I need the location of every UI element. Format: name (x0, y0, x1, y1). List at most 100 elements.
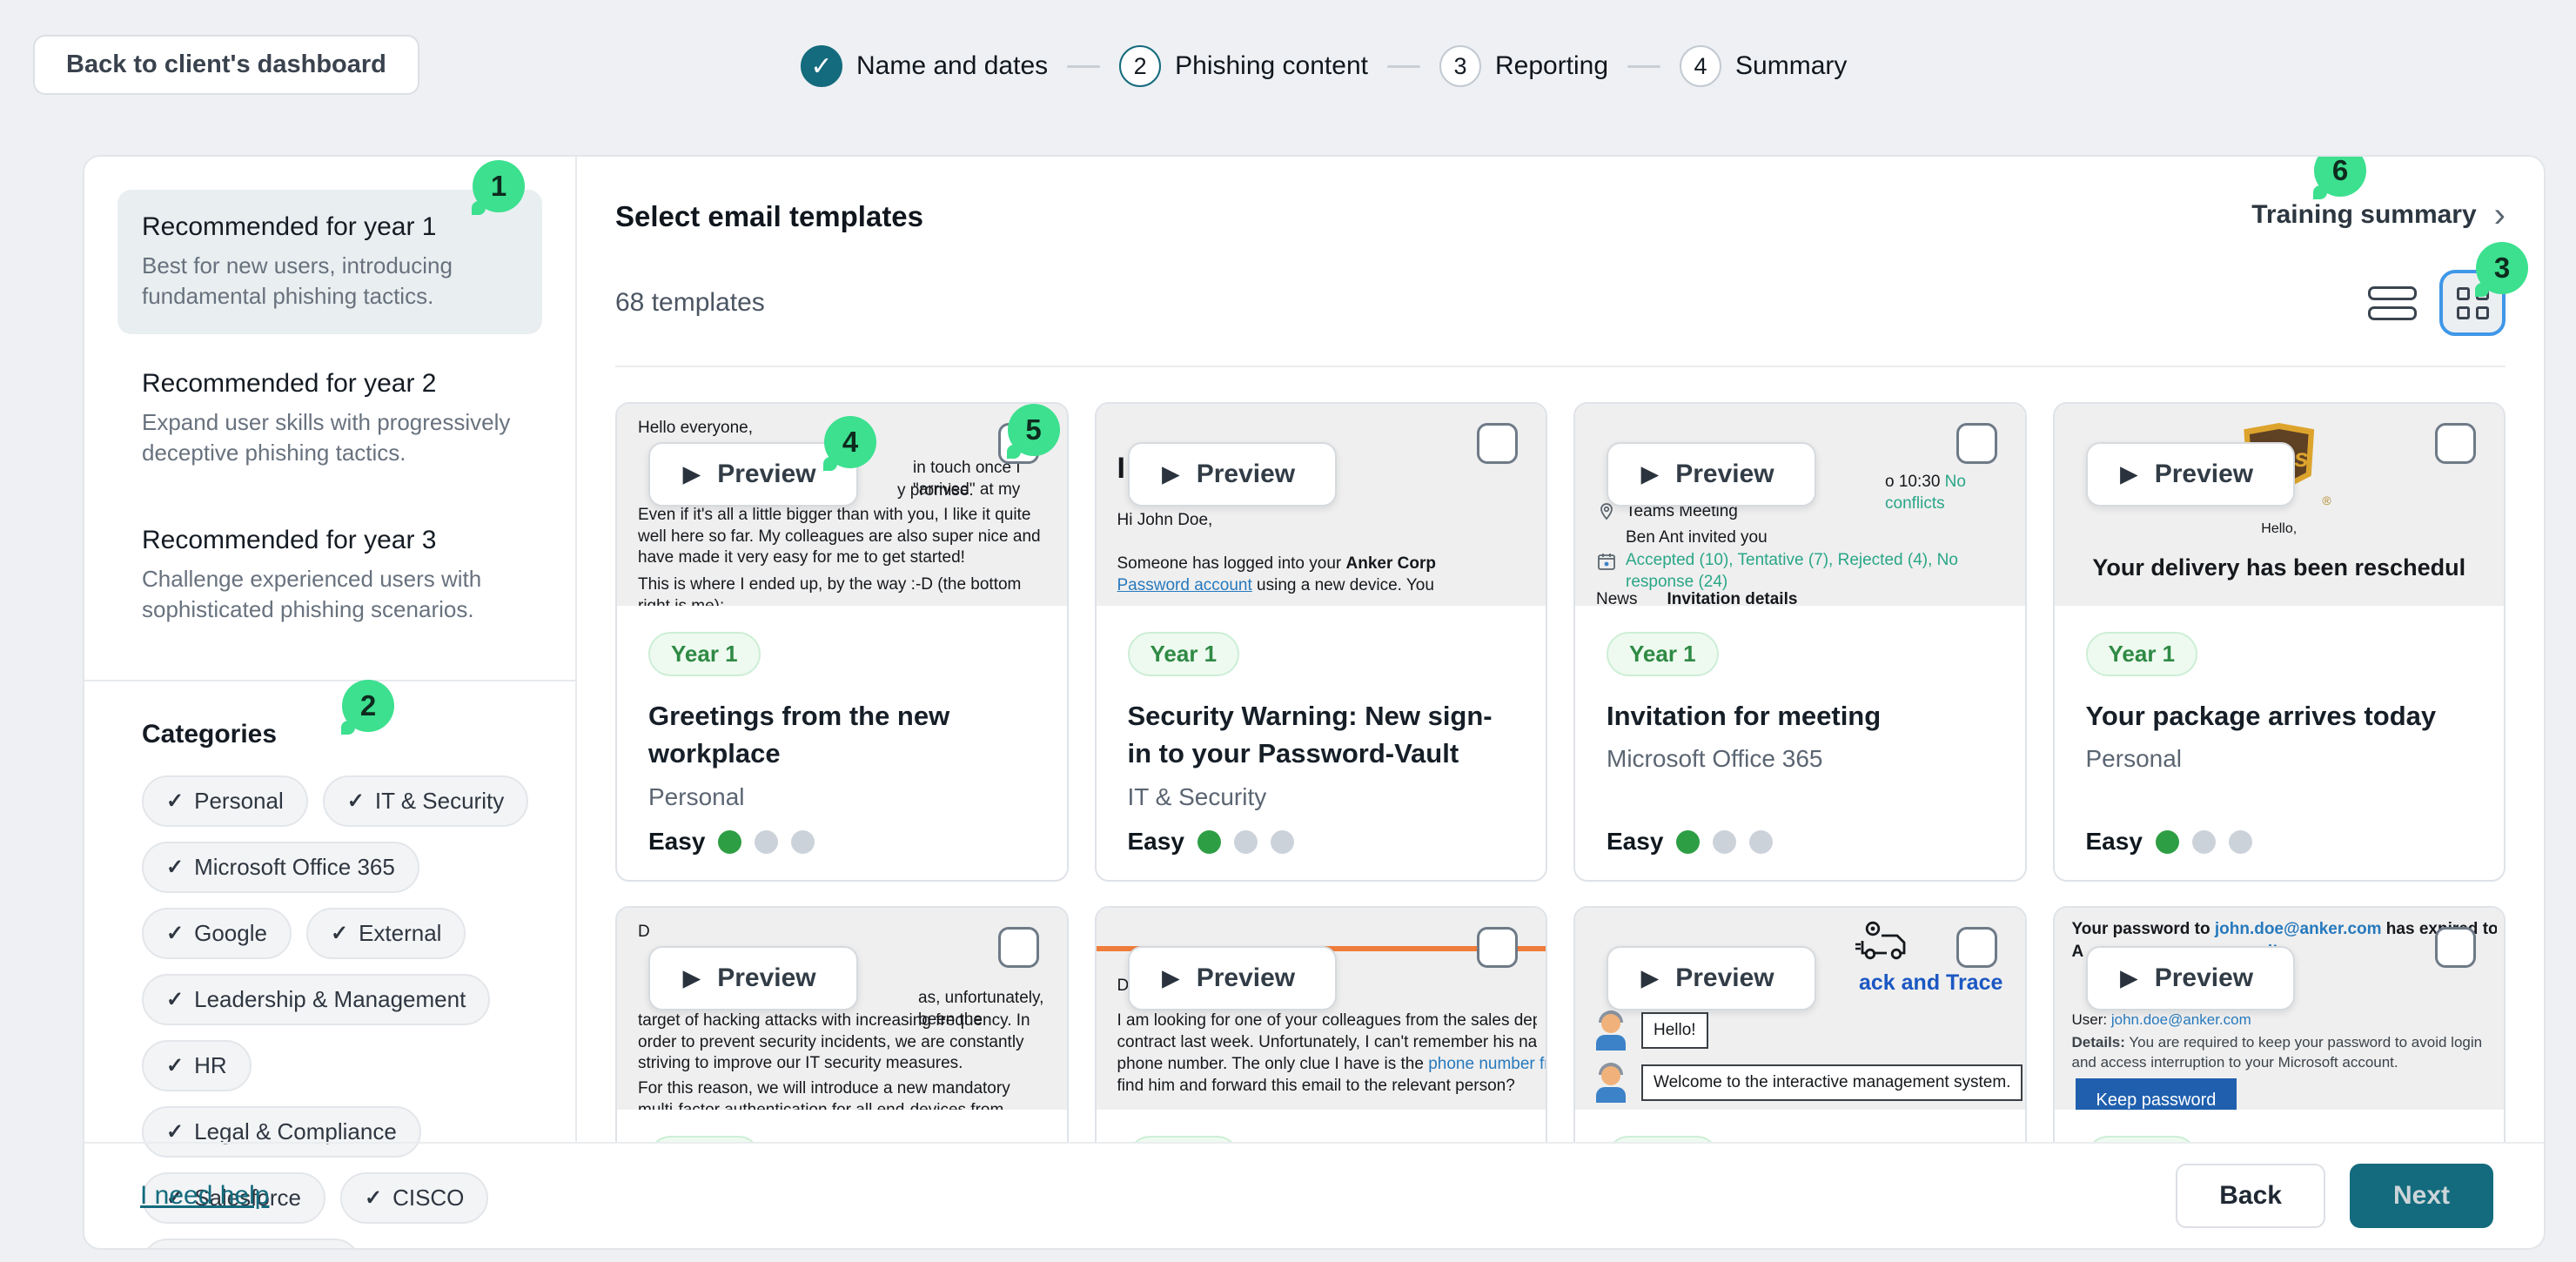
check-icon: ✓ (166, 1119, 184, 1144)
template-checkbox[interactable] (1477, 927, 1518, 968)
back-to-dashboard-button[interactable]: Back to client's dashboard (33, 35, 419, 95)
recommendation-description: Expand user skills with progressively de… (142, 409, 511, 467)
category-chip-google[interactable]: ✓ Google (142, 907, 292, 959)
preview-button-label: Preview (2154, 460, 2254, 488)
template-checkbox[interactable] (1955, 927, 1997, 968)
view-toggles: 3 (2368, 242, 2528, 336)
list-view-toggle[interactable] (2368, 279, 2417, 327)
chip-label: IT & Security (374, 787, 505, 814)
preview-text: Hi John Doe, (1117, 511, 1213, 529)
sidebar-item-recommended-year-3[interactable]: Recommended for year 3 Challenge experie… (117, 503, 542, 648)
preview-link: Password account (1117, 575, 1252, 594)
step-label: Phishing content (1175, 51, 1368, 80)
panel-body: 1 Recommended for year 1 Best for new us… (84, 157, 2544, 1248)
training-summary-link[interactable]: 6 Training summary › (2251, 157, 2506, 232)
year-badge: Year 1 (2085, 1136, 2198, 1142)
template-checkbox[interactable] (1477, 423, 1518, 464)
preview-button[interactable]: ▶ Preview (2085, 442, 2296, 507)
template-checkbox[interactable] (997, 927, 1039, 968)
step-summary[interactable]: 4 Summary (1680, 45, 1847, 87)
step-phishing-content[interactable]: 2 Phishing content (1119, 45, 1368, 87)
step-name-and-dates[interactable]: ✓ Name and dates (801, 45, 1048, 87)
preview-text: find him and forward this email to the r… (1117, 1077, 1515, 1095)
back-button[interactable]: Back (2176, 1164, 2325, 1228)
email-preview-thumbnail: o 10:30 No conflicts Teams Meeting Ben A… (1575, 404, 2025, 606)
recommendation-title: Recommended for year 3 (142, 526, 437, 555)
category-chip-cisco[interactable]: ✓ CISCO (339, 1171, 489, 1224)
template-card-sales-colleague-request[interactable]: D I am looking for one of your colleague… (1094, 906, 1547, 1142)
chip-label: Personal (194, 787, 284, 814)
preview-button[interactable]: ▶ Preview (648, 442, 858, 507)
support-agent-avatar (1593, 1010, 1629, 1051)
category-chip-hr[interactable]: ✓ HR (142, 1039, 252, 1091)
template-card-password-expired[interactable]: Your password to john.doe@anker.com has … (2052, 906, 2506, 1142)
next-button[interactable]: Next (2349, 1164, 2493, 1228)
preview-text: You are required to keep your password t… (2071, 1034, 2483, 1071)
preview-button-label: Preview (717, 460, 816, 488)
template-count: 68 templates (615, 288, 765, 317)
template-cards-viewport[interactable]: Hello everyone, in touch once I "arrived… (577, 367, 2544, 1142)
help-link[interactable]: I need help (140, 1181, 270, 1210)
template-title: Invitation for meeting (1607, 701, 1882, 731)
step-divider (1067, 64, 1101, 68)
template-card-package-arrives-today[interactable]: usps ® Hello, Your delivery has been res… (2052, 402, 2506, 882)
sidebar-divider (84, 679, 575, 681)
template-checkbox[interactable] (1955, 423, 1997, 464)
step-label: Name and dates (856, 51, 1049, 80)
recommendation-description: Best for new users, introducing fundamen… (142, 252, 453, 310)
sidebar-item-recommended-year-1[interactable]: 1 Recommended for year 1 Best for new us… (117, 160, 542, 335)
template-checkbox[interactable] (2435, 927, 2476, 968)
preview-button[interactable]: ▶ Preview (2085, 946, 2296, 1010)
preview-button[interactable]: ▶ Preview (1607, 442, 1816, 507)
difficulty-dot (1713, 829, 1737, 854)
delivery-truck-icon (1855, 921, 1906, 960)
category-chip-leadership-management[interactable]: ✓ Leadership & Management (142, 973, 491, 1025)
step-number: 4 (1680, 45, 1722, 87)
card-info: Year 1 Greetings from the new workplace … (617, 606, 1067, 837)
template-card-track-and-trace[interactable]: ack and Trace Hello! Welcome to the inte… (1573, 906, 2027, 1142)
preview-button[interactable]: ▶ Preview (1607, 946, 1816, 1010)
step-divider (1627, 64, 1661, 68)
category-chip-personal[interactable]: ✓ Personal (142, 775, 308, 827)
chip-label: CISCO (392, 1184, 465, 1211)
difficulty-indicator: Easy (1607, 828, 1774, 856)
step-reporting[interactable]: 3 Reporting (1439, 45, 1608, 87)
recommendation-description: Challenge experienced users with sophist… (142, 566, 482, 623)
preview-text: User: john.doe@anker.com (2072, 1010, 2251, 1030)
category-chip-salesforce[interactable]: ✓ Salesforce (142, 1171, 325, 1224)
preview-link: john.doe@anker.com (2110, 1011, 2251, 1028)
chat-bubble: Welcome to the interactive management sy… (1641, 1064, 2023, 1102)
step-divider (1386, 64, 1420, 68)
template-card-security-warning[interactable]: I Hi John Doe, Someone has logged into y… (1094, 402, 1547, 882)
category-chip-it-security[interactable]: ✓ IT & Security (322, 775, 529, 827)
main-column: Select email templates 6 Training summar… (577, 157, 2544, 1142)
grid-view-toggle[interactable]: 3 (2439, 242, 2528, 336)
preview-text: D (1117, 977, 1130, 995)
preview-button[interactable]: ▶ Preview (1127, 946, 1338, 1010)
difficulty-dot (755, 829, 779, 854)
tour-marker-4: 4 (824, 416, 876, 468)
sidebar-item-recommended-year-2[interactable]: Recommended for year 2 Expand user skill… (117, 346, 542, 491)
preview-button[interactable]: ▶ Preview (1127, 442, 1338, 507)
preview-link: phone number from the ca (1428, 1055, 1546, 1073)
template-checkbox[interactable] (2435, 423, 2476, 464)
preview-text: Someone has logged into your Anker Corp … (1117, 554, 1526, 596)
preview-text: Your password to (2071, 920, 2215, 938)
preview-button-label: Preview (717, 963, 816, 992)
category-chip-legal-compliance[interactable]: ✓ Legal & Compliance (142, 1105, 421, 1158)
template-card-invitation-for-meeting[interactable]: o 10:30 No conflicts Teams Meeting Ben A… (1573, 402, 2027, 882)
category-chip-external[interactable]: ✓ External (305, 907, 466, 959)
preview-tab-invitation-details: Invitation details (1667, 590, 1798, 606)
difficulty-indicator: Easy (1128, 828, 1294, 856)
preview-button[interactable]: ▶ Preview (648, 946, 858, 1010)
panel-footer: I need help Back Next (84, 1142, 2544, 1248)
preview-text: D (638, 923, 650, 941)
template-title: Security Warning: New sign-in to your Pa… (1127, 701, 1493, 769)
template-category: Personal (648, 782, 745, 810)
template-category: Personal (2085, 745, 2183, 773)
template-card-mfa-announcement[interactable]: D as, unfortunately, been the target of … (615, 906, 1069, 1142)
template-card-greetings-new-workplace[interactable]: Hello everyone, in touch once I "arrived… (615, 402, 1069, 882)
footer-buttons: Back Next (2176, 1164, 2493, 1228)
preview-button-label: Preview (1675, 460, 1774, 488)
category-chip-microsoft-office-365[interactable]: ✓ Microsoft Office 365 (142, 841, 419, 893)
